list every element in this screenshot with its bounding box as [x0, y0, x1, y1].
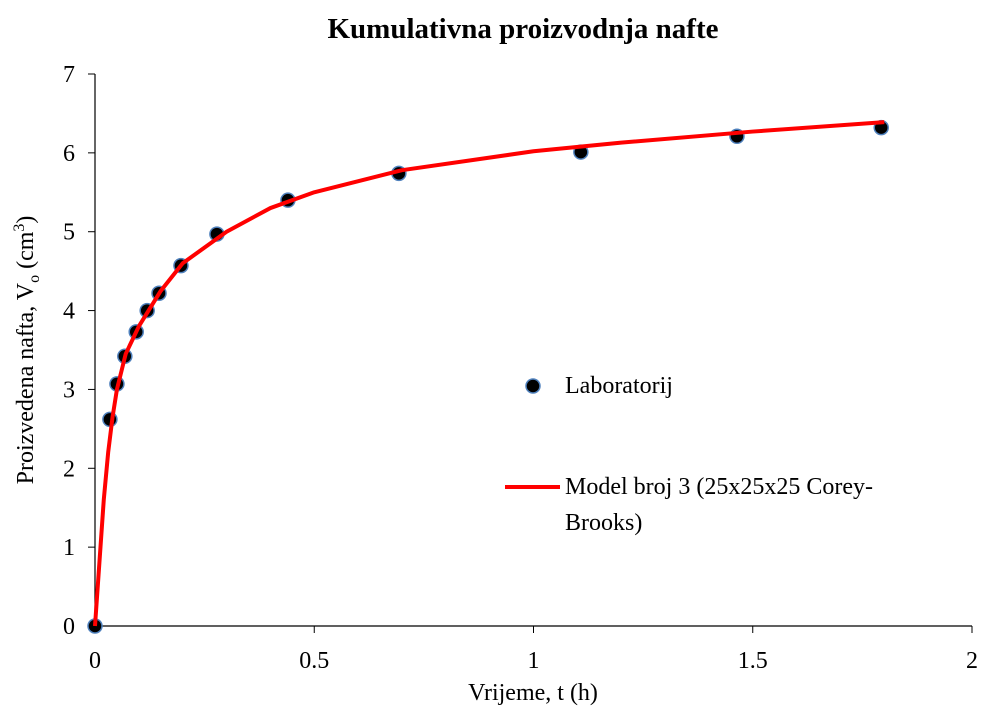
y-label-part: Proizvedena nafta, V [13, 282, 39, 484]
legend-label: Laboratorij [565, 373, 673, 399]
y-tick-label: 5 [63, 220, 75, 246]
y-tick-label: 3 [63, 377, 75, 403]
legend-label: Model broj 3 (25x25x25 Corey-Brooks) [565, 474, 873, 536]
x-tick-label: 1.5 [738, 648, 768, 674]
chart-title: Kumulativna proizvodnja nafte [327, 13, 718, 45]
y-tick-label: 2 [63, 456, 75, 482]
x-tick-label: 2 [966, 648, 978, 674]
x-tick-label: 0 [89, 648, 101, 674]
y-label-sub: o [26, 275, 43, 283]
model-line [93, 120, 885, 627]
y-tick-label: 1 [63, 535, 75, 561]
y-axis-label: Proizvedena nafta, Vo (cm3) [11, 216, 43, 485]
x-axis-label: Vrijeme, t (h) [468, 680, 598, 706]
y-tick-label: 6 [63, 141, 75, 167]
y-tick-label: 0 [63, 614, 75, 640]
y-label-part: ) [13, 216, 39, 224]
y-tick-label: 4 [63, 299, 75, 325]
x-tick-label: 1 [528, 648, 540, 674]
y-label-sup: 3 [11, 224, 28, 232]
y-label-part: (cm [13, 231, 39, 275]
legend-marker [525, 378, 541, 394]
x-tick-label: 0.5 [299, 648, 329, 674]
y-tick-label: 7 [63, 62, 75, 88]
